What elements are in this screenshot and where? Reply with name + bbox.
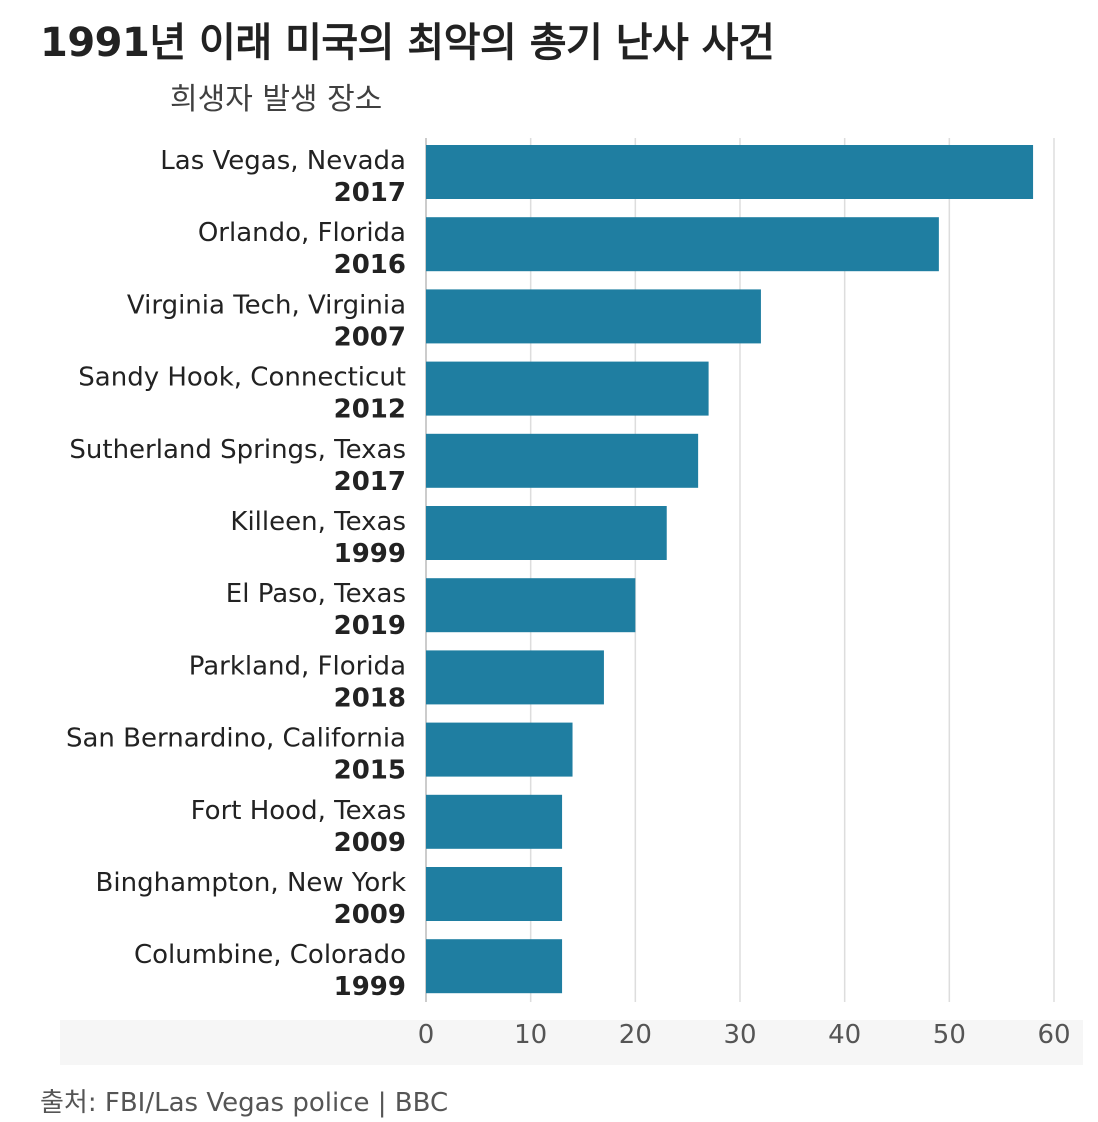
x-tick-label: 20 (619, 1020, 652, 1050)
category-label: San Bernardino, California (66, 724, 406, 754)
bar (426, 289, 761, 344)
axis-band (60, 1020, 1083, 1065)
category-label: Parkland, Florida (189, 651, 406, 681)
source-note: 출처: FBI/Las Vegas police | BBC (40, 1088, 449, 1118)
bar (426, 361, 709, 416)
category-year: 2017 (334, 467, 406, 497)
bar (426, 650, 604, 705)
category-year: 2015 (334, 756, 406, 786)
category-label: Las Vegas, Nevada (160, 146, 406, 176)
category-year: 2016 (334, 250, 406, 280)
category-label: Fort Hood, Texas (191, 796, 406, 826)
category-year: 2012 (334, 395, 406, 425)
x-tick-label: 0 (418, 1020, 435, 1050)
bar (426, 433, 699, 488)
bar (426, 217, 939, 272)
chart-title: 1991년 이래 미국의 최악의 총기 난사 사건 (40, 20, 775, 66)
category-year: 2009 (334, 828, 406, 858)
category-year: 1999 (334, 539, 406, 569)
category-label: Virginia Tech, Virginia (127, 290, 406, 320)
bar (426, 506, 667, 560)
x-tick-label: 40 (828, 1020, 861, 1050)
category-label: Killeen, Texas (230, 507, 406, 537)
x-tick-label: 60 (1037, 1020, 1070, 1050)
bar (426, 578, 636, 633)
category-label: El Paso, Texas (226, 579, 406, 609)
x-tick-label: 30 (723, 1020, 756, 1050)
x-tick-label: 10 (514, 1020, 547, 1050)
bar (426, 867, 563, 921)
chart-subtitle: 희생자 발생 장소 (170, 82, 383, 117)
category-year: 2017 (334, 178, 406, 208)
category-year: 2007 (334, 322, 406, 352)
bar (426, 939, 563, 994)
category-year: 2018 (334, 683, 406, 713)
x-tick-label: 50 (933, 1020, 966, 1050)
category-label: Sutherland Springs, Texas (69, 435, 406, 465)
category-label: Sandy Hook, Connecticut (78, 363, 406, 393)
bar (426, 722, 573, 777)
category-year: 2009 (334, 900, 406, 930)
category-year: 2019 (334, 611, 406, 641)
category-label: Columbine, Colorado (134, 940, 406, 970)
category-label: Orlando, Florida (198, 218, 406, 248)
category-label: Binghampton, New York (96, 868, 406, 898)
bar (426, 794, 563, 849)
category-year: 1999 (334, 972, 406, 1002)
bar (426, 145, 1034, 199)
